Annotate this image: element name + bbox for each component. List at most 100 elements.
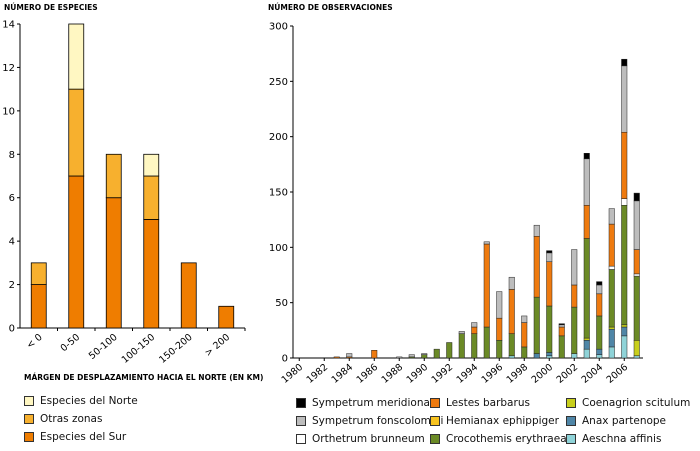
left-category-label: 50-100 [87,332,120,362]
right-bar-segment [333,356,340,359]
right-x-tick-label: 1984 [330,362,356,386]
left-category-label: 0-50 [59,332,83,354]
right-bar-segment [571,249,578,286]
right-y-tick-label: 250 [269,77,288,88]
legend-label: Aeschna affinis [582,433,662,445]
right-bar-segment [571,353,578,359]
left-y-tick-label: 0 [9,324,15,335]
legend-item: Sympetrum fonscolombii [296,415,443,427]
right-x-tick-label: 1998 [505,362,531,386]
right-bar-segment [621,65,628,133]
right-bar-segment [471,322,478,328]
right-bar-segment [558,324,565,328]
right-bar-segment [496,317,503,341]
legend-swatch [24,414,34,424]
right-bar-segment [483,326,490,359]
right-bar-segment [596,354,603,359]
right-bar-segment [496,291,503,319]
right-bar-segment [621,131,628,199]
right-bar-segment [396,356,403,359]
right-bar-segment [508,289,515,334]
legend-label: Crocothemis erythraea [446,433,567,445]
right-bar-segment [496,340,503,359]
right-x-tick-label: 2004 [580,362,606,386]
right-bar-segment [583,348,590,359]
legend-swatch [24,432,34,442]
right-y-tick-label: 50 [275,298,288,309]
right-x-tick-label: 1988 [380,362,406,386]
right-bar-segment [608,223,615,267]
left-bar-segment [68,88,85,177]
right-bar-segment [483,243,490,328]
legend-item: Otras zonas [24,413,102,425]
legend-item: Anax partenope [566,415,666,427]
right-bar-segment [471,326,478,334]
legend-swatch [430,416,440,426]
legend-item: Sympetrum meridionale [296,397,439,409]
right-x-tick-label: 1990 [405,362,431,386]
right-x-tick-label: 1986 [355,362,381,386]
left-y-tick-label: 2 [9,280,15,291]
right-bar-segment [608,326,615,330]
legend-item: Lestes barbarus [430,397,530,409]
right-y-tick-label: 150 [269,188,288,199]
legend-item: Hemianax ephippiger [430,415,559,427]
legend-item: Coenagrion scitulum [566,397,690,409]
left-x-axis-label: MÁRGEN DE DESPLAZAMIENTO HACIA EL NORTE … [24,373,263,382]
legend-item: Aeschna affinis [566,433,661,445]
right-bar-segment [596,293,603,317]
legend-label: Coenagrion scitulum [582,397,691,409]
left-bar-segment [30,262,47,285]
right-bar-segment [546,252,553,262]
right-x-tick-label: 2000 [530,362,556,386]
right-bar-segment [546,305,553,353]
left-bar-segment [68,175,85,329]
legend-swatch [296,398,306,408]
left-bar-segment [180,262,197,329]
legend-swatch [430,434,440,444]
left-bar-segment [30,284,47,329]
right-bar-segment [633,273,640,277]
legend-item: Orthetrum brunneum [296,433,425,445]
left-bar-segment [143,175,160,220]
legend-label: Sympetrum meridionale [312,397,440,409]
right-bar-segment [508,355,515,359]
right-y-tick-label: 200 [269,132,288,143]
right-bar-segment [583,158,590,206]
species-chart: NÚMERO DE ESPECIES 0 2 4 6 8 10 12 14 < 0 0-50 50-… [2,3,263,382]
left-bar-segment [218,305,235,329]
left-y-tick-label: 14 [2,20,15,31]
right-bar-segment [583,205,590,239]
right-bar-segment [458,331,465,334]
legend-label: Orthetrum brunneum [312,433,425,445]
right-bar-segment [521,315,528,323]
left-plot-area: 0 2 4 6 8 10 12 14 < 0 0-50 50-100 100-150 150-200 > … [2,20,246,366]
left-y-tick-label: 6 [9,193,15,204]
left-bar-segment [68,23,85,90]
right-bar-segment [608,328,615,348]
left-y-tick-label: 4 [9,237,15,248]
right-bar-segment [608,269,615,328]
right-bar-segment [508,276,515,290]
right-bar-segment [521,322,528,348]
right-bar-segment [633,192,640,202]
right-bar-segment [546,355,553,359]
right-bar-segment [596,284,603,295]
right-bar-segment [421,354,428,359]
left-bar-segment [143,153,160,177]
right-bar-segment [571,306,578,354]
right-bar-segment [458,333,465,359]
right-y-tick-label: 100 [269,243,288,254]
right-bar-segment [596,348,603,355]
right-bar-segment [533,224,540,237]
left-category-label: > 200 [203,332,232,359]
legend-label: Sympetrum fonscolombii [312,415,444,427]
right-x-tick-label: 1992 [430,362,456,386]
right-bar-segment [608,346,615,359]
left-y-tick-label: 10 [2,106,15,117]
right-bar-segment [633,275,640,341]
right-bar-segment [621,326,628,337]
legend-swatch [296,434,306,444]
right-bar-segment [583,340,590,350]
